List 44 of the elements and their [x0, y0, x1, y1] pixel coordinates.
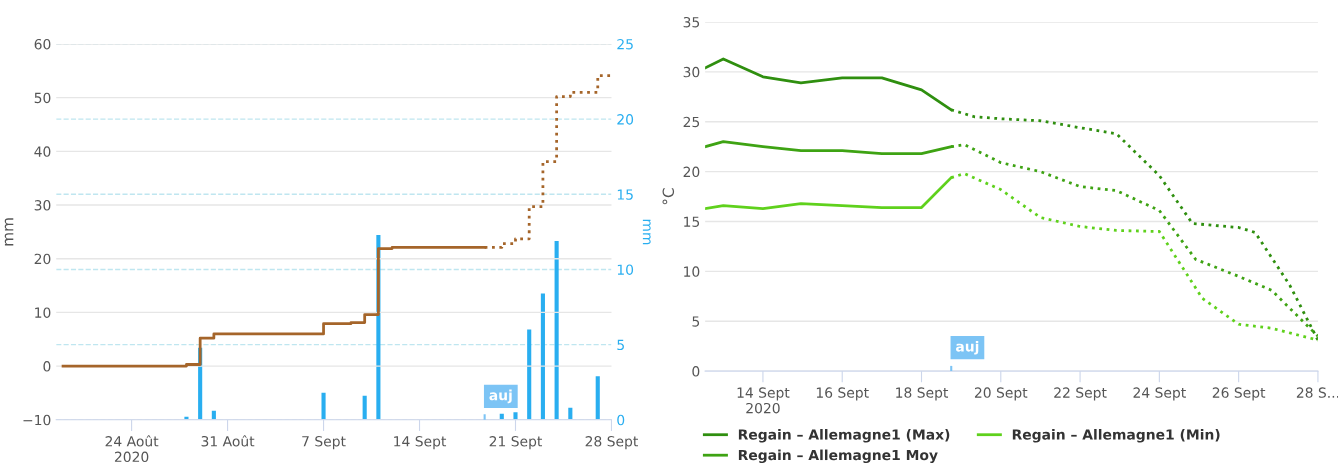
legend-label: Regain – Allemagne1 (Max)	[738, 429, 950, 443]
x-tick-label: 24 Sept	[1133, 387, 1186, 401]
x-tick-label: 24 Août 2020	[105, 435, 159, 463]
x-tick-label: 18 Sept	[896, 387, 949, 401]
y-tick-label: 20	[683, 166, 700, 178]
x-tick-label: 26 Sept	[1212, 387, 1266, 401]
y-tick-label: 15	[684, 216, 700, 227]
x-tick-label: 16 Sept	[816, 387, 869, 401]
x-tick-label: 14 Sept 2020	[737, 387, 790, 414]
y2-tick-label: 5	[617, 339, 624, 351]
y-tick-label: 30	[683, 66, 700, 78]
y2-axis-title: mm	[642, 219, 651, 245]
legend-label: Regain – Allemagne1 (Min)	[1012, 429, 1220, 443]
y-axis-title: °C	[662, 188, 675, 205]
y-tick-label: −10	[23, 414, 51, 426]
y-tick-label: 10	[684, 266, 700, 277]
annotation: auj	[956, 340, 979, 355]
y2-tick-label: 10	[617, 264, 634, 275]
y2-tick-label: 25	[617, 38, 633, 50]
x-tick-label: 22 Sept	[1054, 387, 1107, 401]
y2-tick-label: 0	[617, 414, 625, 426]
y-tick-label: 0	[692, 366, 700, 377]
y-tick-label: 5	[692, 316, 700, 327]
y-tick-label: 10	[35, 307, 51, 318]
x-tick-label: 31 Août	[201, 435, 255, 447]
y-tick-label: 40	[34, 146, 51, 157]
y-tick-label: 0	[43, 361, 51, 372]
legend-label: Regain – Allemagne1 Moy	[738, 449, 938, 464]
x-tick-label: 28 Sept	[585, 436, 638, 450]
y2-tick-label: 20	[617, 114, 634, 125]
y-tick-label: 60	[34, 38, 51, 50]
annotation: auj	[489, 389, 512, 404]
x-tick-label: 7 Sept	[302, 436, 346, 450]
y-tick-label: 25	[683, 116, 700, 128]
y-axis-title: mm	[4, 218, 14, 246]
y-tick-label: 35	[683, 16, 700, 28]
y2-tick-label: 15	[617, 189, 633, 200]
y-tick-label: 50	[34, 92, 51, 104]
x-tick-label: 14 Sept	[394, 436, 447, 450]
x-tick-label: 20 Sept	[974, 387, 1028, 401]
y-tick-label: 20	[34, 253, 51, 265]
x-tick-label: 28 S...	[1296, 387, 1338, 398]
x-tick-label: 21 Sept	[489, 436, 543, 450]
y-tick-label: 30	[34, 200, 51, 211]
